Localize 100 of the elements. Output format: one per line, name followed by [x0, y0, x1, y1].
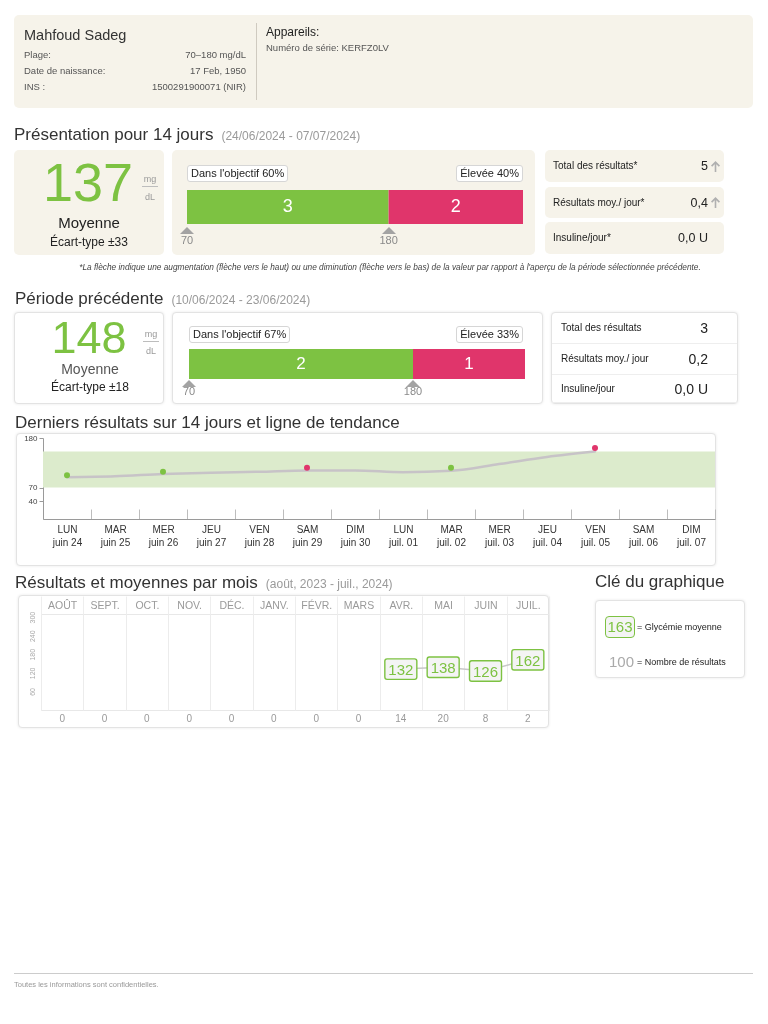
- text: 2: [525, 713, 532, 724]
- text: 0,4: [690, 195, 708, 210]
- text: 0: [271, 713, 278, 724]
- x-tick-label: LUN juin 24: [51, 523, 83, 548]
- x-tick-label: SAM juin 29: [291, 523, 323, 548]
- x-tick-label: NOV.: [177, 598, 203, 611]
- text: 137: [42, 152, 134, 212]
- x-tick-label: DIM juin 30: [339, 523, 371, 548]
- chart-title: Derniers résultats sur 14 jours et ligne de tendance: [15, 413, 400, 433]
- point: [304, 464, 310, 471]
- x-tick-label: AOÛT: [48, 598, 78, 611]
- x-tick-label: JEU juil. 04: [532, 523, 563, 548]
- text: 0,0 U: [674, 380, 708, 397]
- x-tick-label: DIM juil. 07: [676, 523, 707, 548]
- x-tick-label: JEU juin 27: [195, 523, 227, 548]
- text: Écart-type ±33: [49, 235, 129, 250]
- text: 17 Feb, 1950: [190, 65, 246, 77]
- text: Appareils:: [266, 25, 320, 40]
- x-tick-label: SAM juil. 06: [628, 523, 659, 548]
- text: Période précédente: [15, 289, 164, 309]
- x-tick-label: MAR juil. 02: [436, 523, 467, 548]
- text: 8: [482, 713, 489, 724]
- text: Clé du graphique: [595, 572, 725, 592]
- text: Présentation pour 14 jours: [14, 125, 214, 145]
- text: mg: [143, 329, 159, 343]
- x-tick-label: JUIL.: [516, 598, 541, 611]
- point: [160, 468, 166, 475]
- text: Plage:: [24, 49, 51, 61]
- text: 14: [395, 713, 407, 724]
- text: 163: [605, 616, 635, 638]
- text: 70–180 mg/dL: [185, 49, 246, 61]
- text: 3: [700, 319, 708, 337]
- text: 148: [51, 312, 127, 363]
- text: Écart-type ±18: [50, 380, 130, 395]
- text: 0: [101, 713, 108, 724]
- text: 180: [378, 234, 399, 247]
- text: 70: [179, 234, 195, 247]
- text: Total des résultats: [561, 322, 642, 334]
- text: 0: [186, 713, 193, 724]
- point: [448, 464, 454, 471]
- x-tick-label: AVR.: [389, 598, 414, 611]
- chart-title: Résultats et moyennes par mois: [15, 573, 258, 593]
- text: mg: [142, 174, 158, 188]
- text: 0,2: [688, 350, 708, 368]
- text: 0: [313, 713, 320, 724]
- y-tick-label: 70: [28, 483, 39, 492]
- text: (10/06/2024 - 23/06/2024): [171, 293, 311, 308]
- text: dL: [144, 192, 156, 203]
- text: Numéro de série: KERFZ0LV: [266, 42, 389, 54]
- text: Date de naissance:: [24, 65, 106, 77]
- text: Résultats moy./ jour*: [553, 196, 645, 209]
- x-tick-label: MARS: [343, 598, 375, 611]
- x-tick-label: DÉC.: [219, 598, 245, 611]
- x-tick-label: VEN juil. 05: [580, 523, 611, 548]
- text: 0,0 U: [678, 230, 708, 246]
- x-tick-label: JUIN: [474, 598, 498, 611]
- series-label: Élevée 33%: [456, 326, 523, 343]
- text: Moyenne: [57, 214, 121, 232]
- x-tick-label: MAR juin 25: [99, 523, 131, 548]
- text: 1500291900071 (NIR): [151, 81, 246, 93]
- text: INS :: [24, 81, 46, 93]
- x-tick-label: MER juil. 03: [484, 523, 515, 548]
- x-tick-label: MAI: [434, 598, 453, 611]
- series-label: Dans l'objectif 67%: [189, 326, 291, 343]
- x-tick-label: VEN juin 28: [243, 523, 275, 548]
- chart-subtitle: (août, 2023 - juil., 2024): [265, 577, 393, 592]
- text: 5: [701, 158, 708, 174]
- series-label: Élevée 40%: [456, 165, 523, 182]
- data-label: 3: [282, 196, 293, 216]
- text: Total des résultats*: [553, 160, 638, 172]
- x-tick-label: LUN juil. 01: [388, 523, 419, 548]
- data-label: 2: [296, 354, 306, 373]
- text: 100: [609, 653, 635, 671]
- text: 0: [59, 713, 66, 724]
- point: [64, 472, 70, 479]
- text: 180: [402, 385, 424, 398]
- y-tick-label: 180: [24, 433, 39, 443]
- text: Moyenne: [60, 361, 120, 378]
- text: 0: [228, 713, 235, 724]
- text: dL: [145, 346, 157, 357]
- text: 70: [181, 385, 197, 398]
- text: = Glycémie moyenne: [637, 622, 722, 633]
- text: Insuline/jour*: [553, 232, 611, 244]
- point: [592, 444, 598, 451]
- series-label: Dans l'objectif 60%: [187, 165, 289, 182]
- text: Résultats moy./ jour: [561, 353, 649, 365]
- data-label: 1: [464, 354, 474, 373]
- x-tick-label: SEPT.: [90, 598, 120, 611]
- x-tick-label: MER juin 26: [147, 523, 179, 548]
- text: *La flèche indique une augmentation (flèche vers le haut) ou une diminution (flèche vers le bas) de la valeur par rapport à l'aperçu de la période sélectionnée précédente.: [78, 262, 702, 273]
- text: Insuline/jour: [561, 382, 615, 395]
- text: Mahfoud Sadeg: [24, 27, 127, 44]
- text: 0: [144, 713, 151, 724]
- data-label: 2: [450, 196, 461, 216]
- x-tick-label: OCT.: [135, 598, 160, 611]
- y-tick-label: 40: [28, 496, 39, 506]
- text: 0: [355, 713, 362, 724]
- x-tick-label: JANV.: [259, 598, 289, 611]
- text: 20: [437, 713, 450, 724]
- x-tick-label: FÉVR.: [301, 598, 333, 611]
